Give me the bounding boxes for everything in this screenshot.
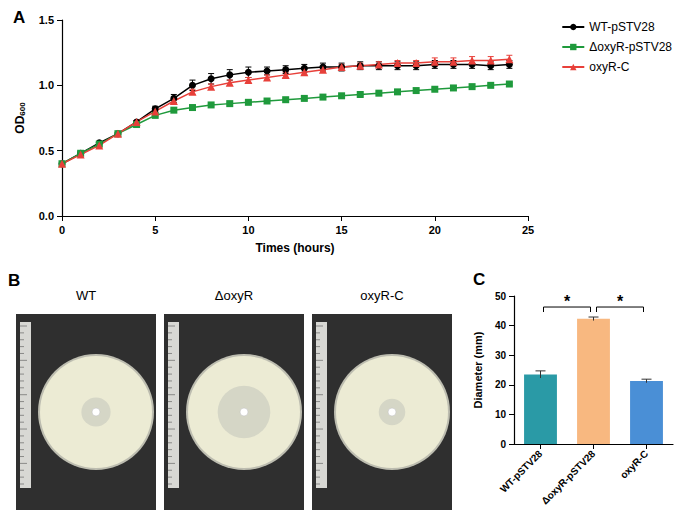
svg-text:40: 40 <box>495 320 507 331</box>
svg-text:0.5: 0.5 <box>39 145 54 157</box>
svg-text:30: 30 <box>495 350 507 361</box>
svg-text:oxyR-C: oxyR-C <box>360 288 403 303</box>
svg-text:25: 25 <box>522 224 534 236</box>
svg-text:1.0: 1.0 <box>39 79 54 91</box>
svg-text:0: 0 <box>500 439 506 450</box>
svg-text:A: A <box>13 8 25 27</box>
svg-text:ΔoxyR-pSTV28: ΔoxyR-pSTV28 <box>589 40 672 54</box>
svg-text:ΔoxyR: ΔoxyR <box>215 288 253 303</box>
svg-text:0.0: 0.0 <box>39 210 54 222</box>
svg-text:0: 0 <box>59 224 65 236</box>
svg-text:15: 15 <box>335 224 347 236</box>
svg-text:oxyR-C: oxyR-C <box>618 448 650 480</box>
svg-text:*: * <box>564 293 571 310</box>
svg-text:OD: OD <box>13 115 27 133</box>
svg-text:WT: WT <box>76 288 96 303</box>
svg-text:50: 50 <box>495 291 507 302</box>
svg-text:WT-pSTV28: WT-pSTV28 <box>498 448 545 495</box>
svg-text:Diameter (mm): Diameter (mm) <box>472 331 484 408</box>
svg-text:20: 20 <box>495 379 507 390</box>
svg-text:WT-pSTV28: WT-pSTV28 <box>589 20 655 34</box>
svg-text:10: 10 <box>242 224 254 236</box>
svg-text:5: 5 <box>152 224 158 236</box>
svg-text:1.5: 1.5 <box>39 14 54 26</box>
svg-text:C: C <box>473 270 485 289</box>
svg-text:Times (hours): Times (hours) <box>255 241 334 255</box>
svg-text:20: 20 <box>429 224 441 236</box>
svg-text:oxyR-C: oxyR-C <box>589 60 629 74</box>
svg-text:600: 600 <box>18 102 27 116</box>
svg-text:*: * <box>617 293 624 310</box>
svg-text:B: B <box>8 271 20 290</box>
svg-text:10: 10 <box>495 409 507 420</box>
svg-text:ΔoxyR-pSTV28: ΔoxyR-pSTV28 <box>539 448 598 507</box>
